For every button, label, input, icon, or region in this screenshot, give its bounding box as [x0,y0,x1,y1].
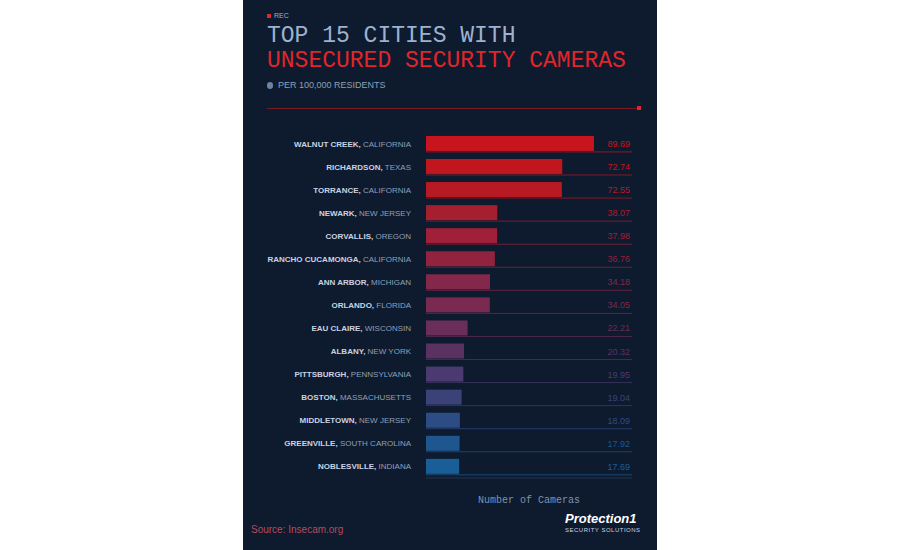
svg-text:20.32: 20.32 [607,347,630,357]
svg-text:Number of Cameras: Number of Cameras [478,495,580,506]
html-text:SECURITY SOLUTIONS: SECURITY SOLUTIONS [565,527,641,533]
html-text:Source: Insecam.org: Source: Insecam.org [251,524,344,535]
svg-text:17.92: 17.92 [607,439,630,449]
svg-text:ALBANY, NEW YORK: ALBANY, NEW YORK [331,347,412,356]
svg-text:18.09: 18.09 [607,416,630,426]
svg-text:19.95: 19.95 [607,370,630,380]
svg-text:CORVALLIS, OREGON: CORVALLIS, OREGON [326,232,412,241]
svg-text:17.69: 17.69 [607,462,630,472]
svg-text:37.98: 37.98 [607,231,630,241]
svg-text:ANN ARBOR, MICHIGAN: ANN ARBOR, MICHIGAN [318,278,411,287]
svg-text:19.04: 19.04 [607,393,630,403]
svg-text:RICHARDSON, TEXAS: RICHARDSON, TEXAS [326,163,411,172]
svg-text:BOSTON, MASSACHUSETTS: BOSTON, MASSACHUSETTS [301,393,411,402]
svg-text:22.21: 22.21 [607,323,630,333]
svg-text:72.74: 72.74 [607,162,630,172]
svg-text:NOBLESVILLE, INDIANA: NOBLESVILLE, INDIANA [318,462,412,471]
svg-text:34.18: 34.18 [607,277,630,287]
svg-text:MIDDLETOWN, NEW JERSEY: MIDDLETOWN, NEW JERSEY [300,416,412,425]
svg-text:GREENVILLE, SOUTH CAROLINA: GREENVILLE, SOUTH CAROLINA [284,439,411,448]
svg-text:RANCHO CUCAMONGA, CALIFORNIA: RANCHO CUCAMONGA, CALIFORNIA [267,255,411,264]
svg-text:89.69: 89.69 [607,139,630,149]
html-text:PER 100,000 RESIDENTS: PER 100,000 RESIDENTS [278,80,386,90]
svg-text:PITTSBURGH, PENNSYLVANIA: PITTSBURGH, PENNSYLVANIA [294,370,411,379]
svg-text:36.76: 36.76 [607,254,630,264]
svg-text:38.07: 38.07 [607,208,630,218]
svg-text:72.55: 72.55 [607,185,630,195]
svg-text:NEWARK, NEW JERSEY: NEWARK, NEW JERSEY [319,209,412,218]
svg-text:TORRANCE, CALIFORNIA: TORRANCE, CALIFORNIA [313,186,411,195]
html-text:REC: REC [274,12,289,19]
svg-text:WALNUT CREEK, CALIFORNIA: WALNUT CREEK, CALIFORNIA [294,140,412,149]
html-text:TOP 15 CITIES WITH: TOP 15 CITIES WITH [267,23,516,49]
svg-text:ORLANDO, FLORIDA: ORLANDO, FLORIDA [331,301,411,310]
svg-text:EAU CLAIRE, WISCONSIN: EAU CLAIRE, WISCONSIN [311,324,411,333]
html-text:UNSECURED SECURITY CAMERAS: UNSECURED SECURITY CAMERAS [267,48,626,74]
html-text:Protection1: Protection1 [565,511,637,526]
svg-text:34.05: 34.05 [607,300,630,310]
